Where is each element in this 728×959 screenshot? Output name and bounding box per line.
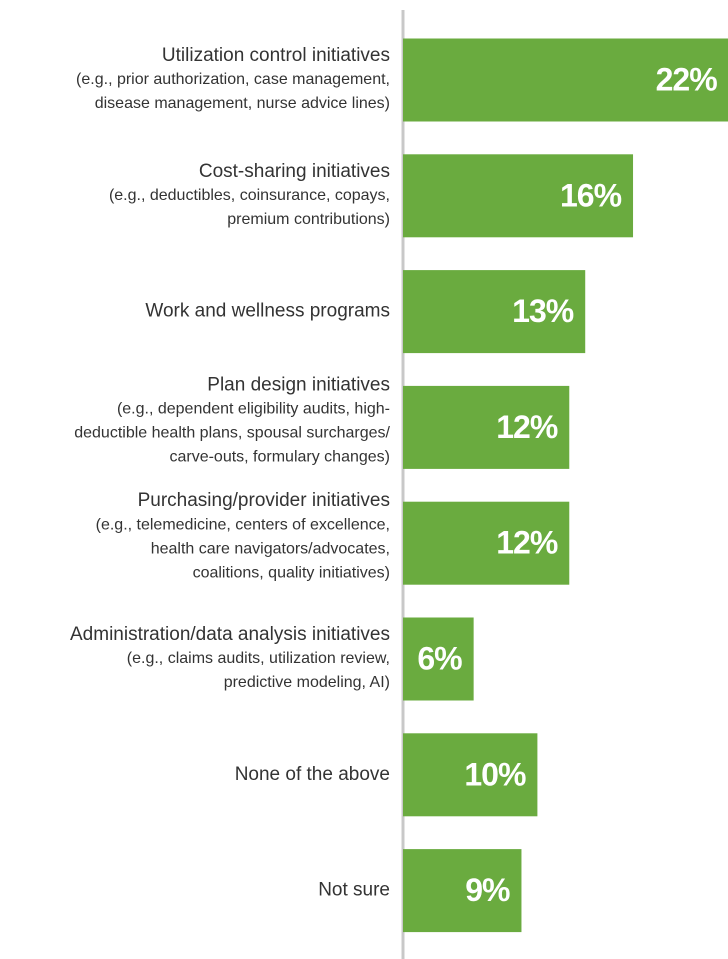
category-detail: predictive modeling, AI)	[224, 674, 390, 691]
category-detail: disease management, nurse advice lines)	[95, 95, 390, 112]
bar	[403, 270, 586, 354]
category-label: None of the above	[235, 764, 390, 785]
bar	[403, 849, 522, 933]
category-detail: (e.g., prior authorization, case managem…	[76, 71, 390, 88]
value-label: 9%	[465, 872, 510, 908]
category-detail: coalitions, quality initiatives)	[193, 564, 390, 581]
value-label: 22%	[656, 61, 718, 97]
category-label: Purchasing/provider initiatives	[138, 490, 390, 511]
category-label: Cost-sharing initiatives	[199, 161, 390, 182]
category-detail: (e.g., dependent eligibility audits, hig…	[117, 401, 390, 418]
category-detail: deductible health plans, spousal surchar…	[74, 425, 390, 442]
value-label: 10%	[464, 756, 526, 792]
bar	[403, 501, 570, 585]
bar	[403, 617, 474, 701]
value-label: 12%	[496, 409, 558, 445]
category-detail: (e.g., claims audits, utilization review…	[127, 650, 390, 667]
category-label: Not sure	[318, 880, 390, 901]
category-label: Administration/data analysis initiatives	[70, 624, 390, 645]
value-label: 6%	[417, 640, 462, 676]
value-label: 13%	[512, 293, 574, 329]
value-label: 12%	[496, 525, 558, 561]
bar	[403, 733, 538, 817]
bar	[403, 38, 728, 122]
category-label: Plan design initiatives	[207, 374, 390, 395]
bar	[403, 385, 570, 469]
category-label: Utilization control initiatives	[162, 45, 390, 66]
bar	[403, 154, 634, 238]
value-label: 16%	[560, 177, 622, 213]
category-detail: (e.g., deductibles, coinsurance, copays,	[109, 187, 390, 204]
category-detail: health care navigators/advocates,	[151, 540, 390, 557]
category-detail: premium contributions)	[227, 211, 390, 228]
category-label: Work and wellness programs	[145, 301, 390, 322]
category-detail: (e.g., telemedicine, centers of excellen…	[96, 516, 390, 533]
category-detail: carve-outs, formulary changes)	[169, 449, 390, 466]
